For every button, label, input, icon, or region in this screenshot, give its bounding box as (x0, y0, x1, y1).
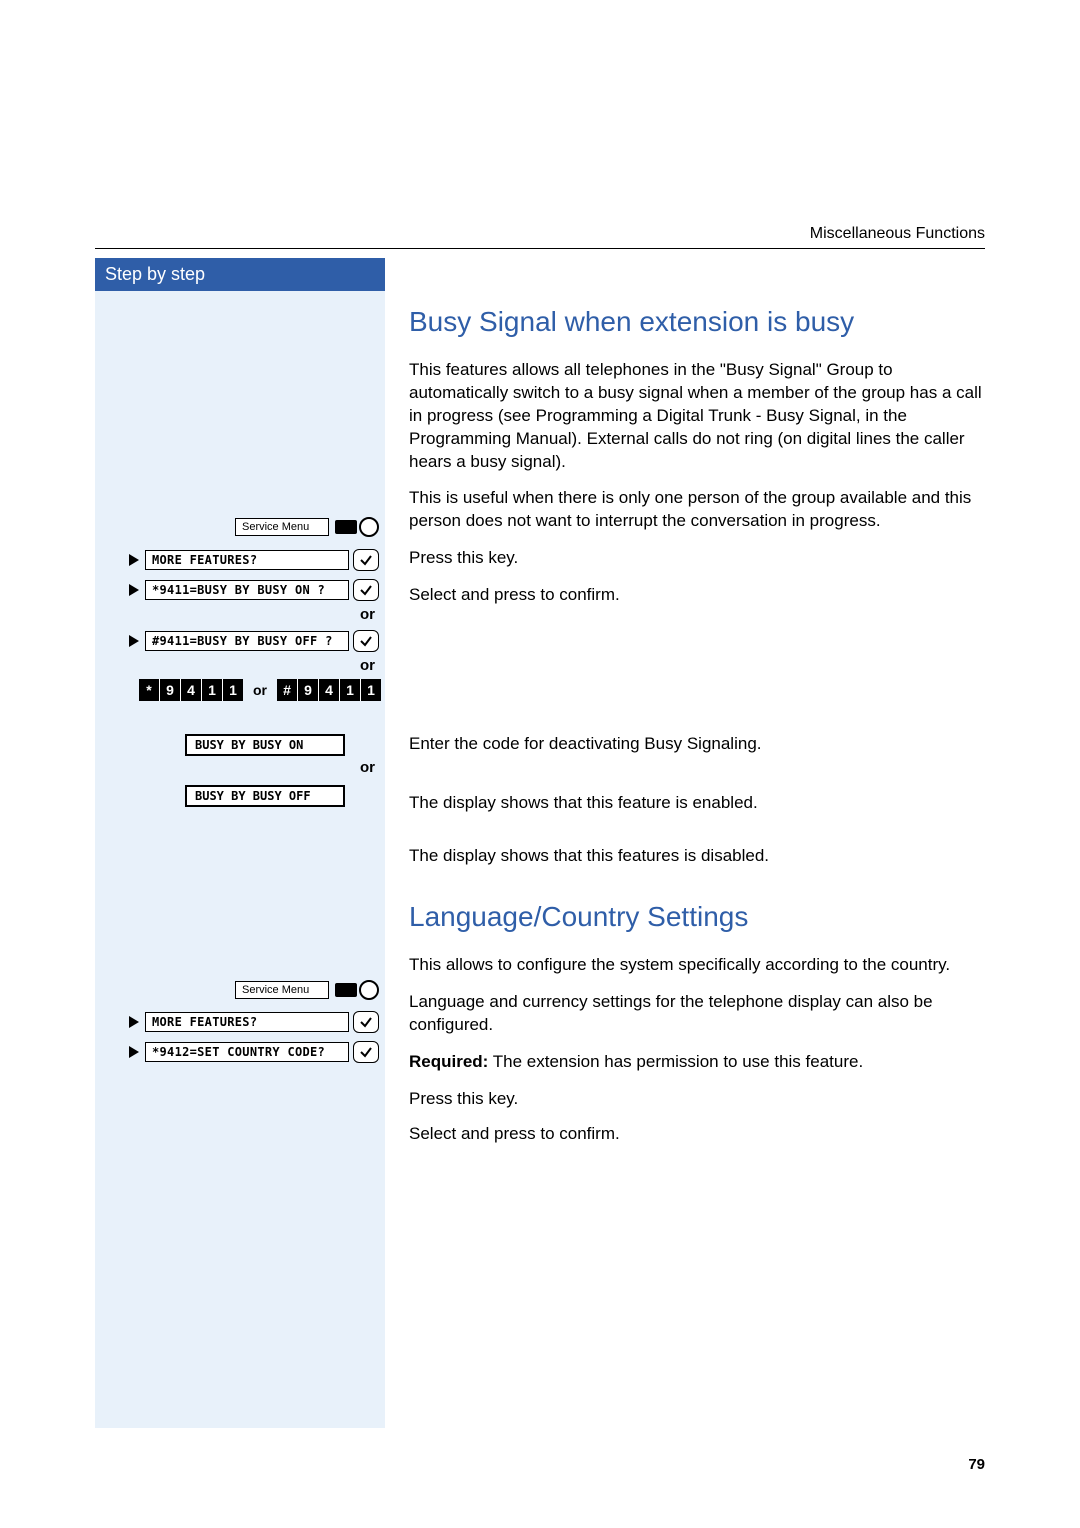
paragraph: This is useful when there is only one pe… (409, 487, 985, 533)
code-cell: 1 (223, 679, 243, 701)
code-cell: 9 (298, 679, 319, 701)
scroll-right-icon (129, 554, 139, 566)
confirm-check-icon (353, 579, 379, 601)
code-cell: 1 (340, 679, 361, 701)
code-cell: # (277, 679, 298, 701)
scroll-right-icon (129, 1016, 139, 1028)
code-or-label: or (249, 682, 271, 698)
page-number: 79 (968, 1456, 985, 1473)
heading-busy-signal: Busy Signal when extension is busy (409, 303, 985, 341)
menu-more-features: MORE FEATURES? (145, 550, 349, 570)
content-column: Busy Signal when extension is busy This … (385, 258, 985, 1428)
header-rule (95, 248, 985, 249)
step-press-key: Press this key. (409, 547, 985, 570)
service-menu-label: Service Menu (235, 518, 329, 536)
code-cell: 4 (319, 679, 340, 701)
step-display-on: The display shows that this feature is e… (409, 792, 985, 815)
menu-country-code: *9412=SET COUNTRY CODE? (145, 1042, 349, 1062)
hard-key-icon (335, 980, 379, 1000)
or-label: or (360, 759, 375, 776)
or-label: or (360, 606, 375, 623)
step-press-key: Press this key. (409, 1088, 985, 1111)
step-display-off: The display shows that this features is … (409, 845, 985, 868)
section-header: Miscellaneous Functions (810, 225, 985, 243)
paragraph: This features allows all telephones in t… (409, 359, 985, 474)
or-label: or (360, 657, 375, 674)
heading-language-settings: Language/Country Settings (409, 898, 985, 936)
paragraph: This allows to configure the system spec… (409, 954, 985, 977)
display-busy-off: BUSY BY BUSY OFF (185, 785, 345, 807)
step-sidebar: Step by step Service Menu MORE FEATURES? (95, 258, 385, 1428)
scroll-right-icon (129, 584, 139, 596)
code-on-group: * 9 4 1 1 (139, 679, 243, 701)
step-enter-code: Enter the code for deactivating Busy Sig… (409, 733, 985, 756)
step-select-confirm: Select and press to confirm. (409, 584, 985, 607)
code-cell: 9 (160, 679, 181, 701)
code-off-group: # 9 4 1 1 (277, 679, 381, 701)
dial-code-sequence: * 9 4 1 1 or # 9 4 1 1 (139, 679, 381, 701)
code-cell: 1 (361, 679, 381, 701)
service-menu-label: Service Menu (235, 981, 329, 999)
confirm-check-icon (353, 1041, 379, 1063)
required-text: The extension has permission to use this… (488, 1052, 863, 1071)
scroll-right-icon (129, 1046, 139, 1058)
code-cell: * (139, 679, 160, 701)
menu-busy-on: *9411=BUSY BY BUSY ON ? (145, 580, 349, 600)
menu-more-features: MORE FEATURES? (145, 1012, 349, 1032)
confirm-check-icon (353, 1011, 379, 1033)
sidebar-title: Step by step (95, 258, 385, 291)
required-label: Required: (409, 1052, 488, 1071)
paragraph: Language and currency settings for the t… (409, 991, 985, 1037)
hard-key-icon (335, 517, 379, 537)
confirm-check-icon (353, 549, 379, 571)
step-select-confirm: Select and press to confirm. (409, 1123, 985, 1146)
confirm-check-icon (353, 630, 379, 652)
code-cell: 4 (181, 679, 202, 701)
scroll-right-icon (129, 635, 139, 647)
menu-busy-off: #9411=BUSY BY BUSY OFF ? (145, 631, 349, 651)
display-busy-on: BUSY BY BUSY ON (185, 734, 345, 756)
paragraph-required: Required: The extension has permission t… (409, 1051, 985, 1074)
code-cell: 1 (202, 679, 223, 701)
